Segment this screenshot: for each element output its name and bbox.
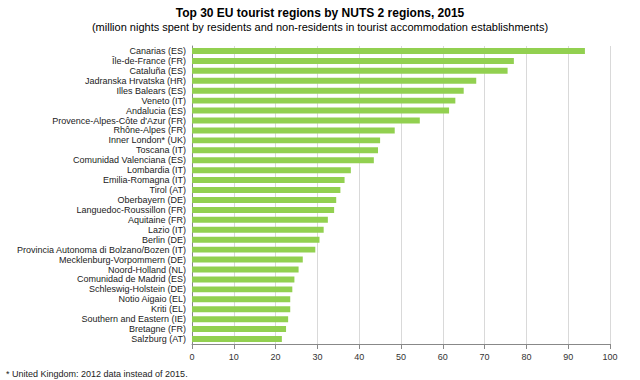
svg-text:Emilia-Romagna (IT): Emilia-Romagna (IT) (103, 175, 186, 185)
svg-text:Illes Balears (ES): Illes Balears (ES) (116, 86, 186, 96)
svg-text:10: 10 (229, 352, 239, 362)
svg-text:Inner London* (UK): Inner London* (UK) (108, 135, 186, 145)
svg-text:0: 0 (189, 352, 194, 362)
svg-text:Top 30 EU tourist regions by N: Top 30 EU tourist regions by NUTS 2 regi… (176, 6, 465, 20)
svg-text:Île-de-France (FR): Île-de-France (FR) (111, 56, 186, 66)
svg-text:Lombardia (IT): Lombardia (IT) (127, 165, 186, 175)
svg-text:* United Kingdom: 2012 data in: * United Kingdom: 2012 data instead of 2… (6, 369, 188, 379)
svg-text:Cataluña (ES): Cataluña (ES) (129, 66, 186, 76)
svg-text:40: 40 (354, 352, 364, 362)
svg-text:Notio Aigaio (EL): Notio Aigaio (EL) (118, 294, 186, 304)
svg-text:Noord-Holland (NL): Noord-Holland (NL) (108, 265, 186, 275)
svg-text:Comunidad Valenciana (ES): Comunidad Valenciana (ES) (73, 155, 186, 165)
svg-text:Jadranska Hrvatska (HR): Jadranska Hrvatska (HR) (85, 76, 186, 86)
svg-text:Aquitaine (FR): Aquitaine (FR) (128, 215, 186, 225)
svg-text:Schleswig-Holstein (DE): Schleswig-Holstein (DE) (89, 284, 186, 294)
svg-text:20: 20 (271, 352, 281, 362)
svg-text:Comunidad de Madrid (ES): Comunidad de Madrid (ES) (77, 274, 186, 284)
svg-text:Bretagne (FR): Bretagne (FR) (129, 324, 186, 334)
svg-text:Languedoc-Roussillon (FR): Languedoc-Roussillon (FR) (76, 205, 186, 215)
svg-text:Canarias (ES): Canarias (ES) (129, 46, 186, 56)
svg-text:Andalucia (ES): Andalucia (ES) (126, 106, 186, 116)
svg-text:Mecklenburg-Vorpommern (DE): Mecklenburg-Vorpommern (DE) (59, 255, 186, 265)
svg-text:Berlin (DE): Berlin (DE) (142, 235, 186, 245)
svg-text:Southern and Eastern (IE): Southern and Eastern (IE) (81, 314, 186, 324)
svg-text:Provence-Alpes-Côte d'Azur (FR: Provence-Alpes-Côte d'Azur (FR) (52, 116, 186, 126)
svg-text:Kriti (EL): Kriti (EL) (151, 304, 186, 314)
svg-text:90: 90 (563, 352, 573, 362)
svg-text:Veneto (IT): Veneto (IT) (141, 96, 186, 106)
svg-text:80: 80 (521, 352, 531, 362)
svg-text:Provincia Autonoma di Bolzano/: Provincia Autonoma di Bolzano/Bozen (IT) (17, 245, 186, 255)
svg-text:(million nights spent by resid: (million nights spent by residents and n… (92, 21, 548, 33)
svg-text:70: 70 (480, 352, 490, 362)
svg-text:Salzburg (AT): Salzburg (AT) (131, 334, 186, 344)
svg-text:60: 60 (438, 352, 448, 362)
svg-text:30: 30 (312, 352, 322, 362)
svg-text:Tirol (AT): Tirol (AT) (150, 185, 187, 195)
svg-text:100: 100 (602, 352, 617, 362)
svg-text:50: 50 (396, 352, 406, 362)
svg-text:Oberbayern (DE): Oberbayern (DE) (117, 195, 186, 205)
svg-text:Toscana (IT): Toscana (IT) (136, 145, 186, 155)
svg-text:Lazio (IT): Lazio (IT) (148, 225, 186, 235)
svg-text:Rhône-Alpes (FR): Rhône-Alpes (FR) (113, 125, 186, 135)
